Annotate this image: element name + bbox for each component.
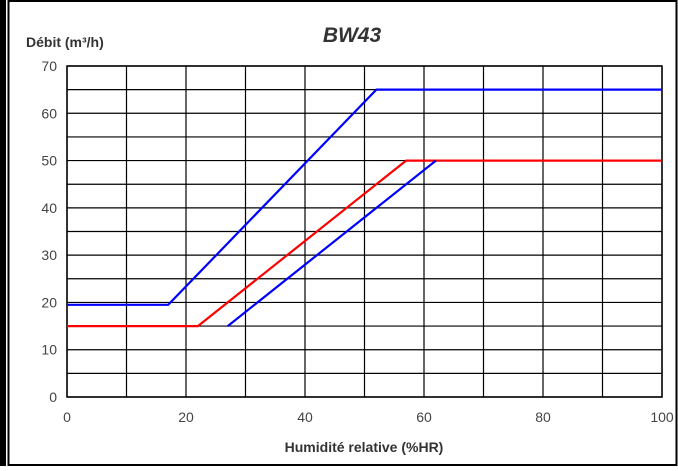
series-line-2 [67, 159, 662, 328]
y-tick-label: 60 [41, 105, 57, 121]
x-tick-label: 100 [650, 409, 674, 425]
series-line-3 [227, 159, 437, 327]
outer-border [7, 0, 678, 466]
grid [66, 65, 663, 398]
y-tick-label: 10 [41, 342, 57, 358]
y-tick-label: 30 [41, 247, 57, 263]
y-axis-label: Débit (m³/h) [26, 34, 104, 50]
x-tick-label: 40 [297, 409, 313, 425]
x-axis-label: Humidité relative (%HR) [285, 439, 444, 455]
y-tick-label: 40 [41, 200, 57, 216]
series-line-1 [67, 88, 662, 306]
x-tick-label: 80 [535, 409, 551, 425]
y-tick-label: 50 [41, 153, 57, 169]
x-tick-label: 60 [416, 409, 432, 425]
series-lines [67, 88, 662, 328]
y-tick-label: 20 [41, 294, 57, 310]
y-tick-label: 70 [41, 58, 57, 74]
left-edge-bar [0, 0, 6, 466]
x-tick-label: 0 [63, 409, 71, 425]
chart-title: BW43 [323, 24, 382, 47]
x-tick-label: 20 [178, 409, 194, 425]
plot-border [66, 65, 663, 398]
tick-labels: 0 20 40 60 80 100 0 10 20 30 40 50 60 70 [41, 58, 673, 425]
y-tick-label: 0 [49, 389, 57, 405]
